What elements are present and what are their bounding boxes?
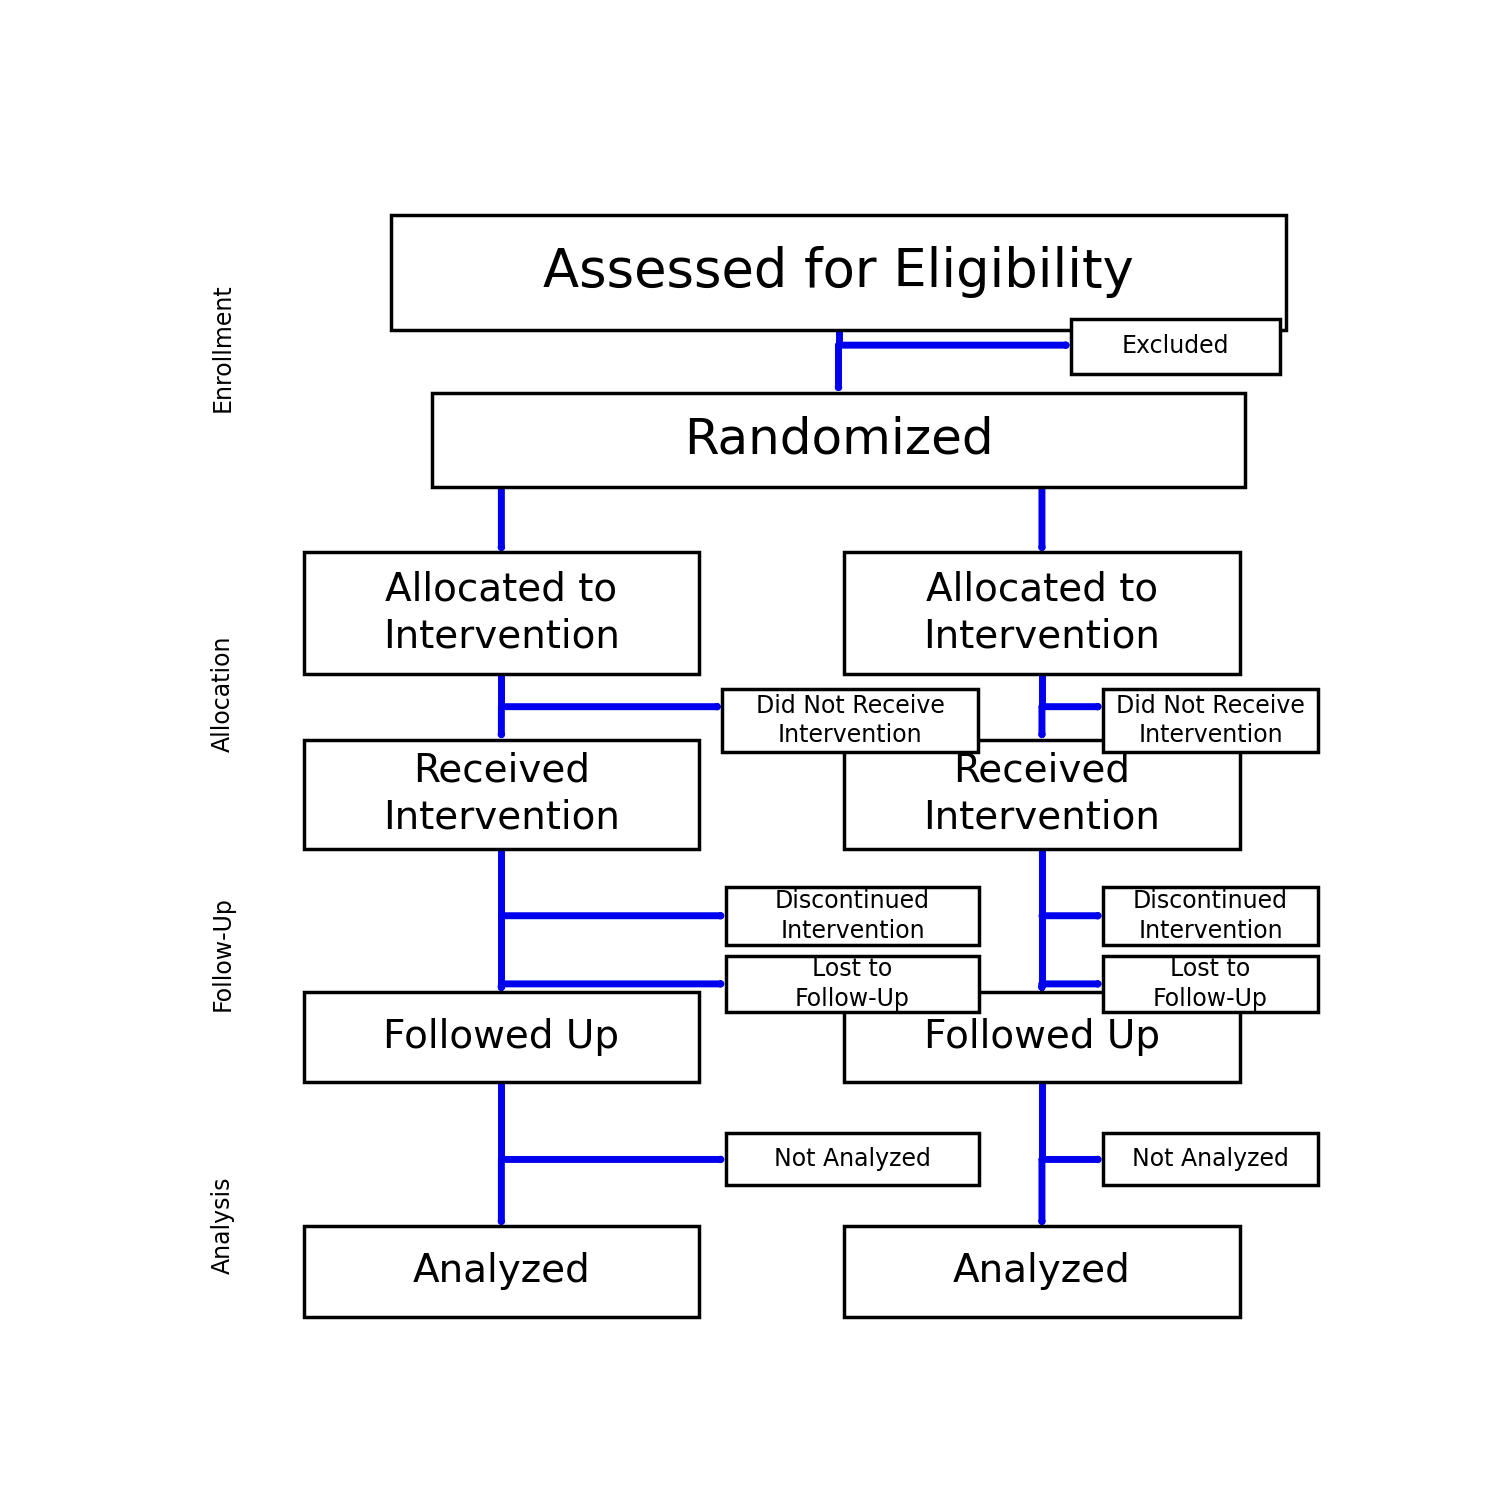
Bar [726, 1134, 980, 1185]
Bar [723, 688, 978, 753]
Bar [1071, 318, 1280, 374]
Text: Enrollment: Enrollment [210, 284, 234, 412]
Text: Follow-Up: Follow-Up [210, 897, 234, 1011]
Text: Assessed for Eligibility: Assessed for Eligibility [543, 246, 1134, 298]
Bar [1102, 886, 1318, 945]
Bar [303, 1227, 699, 1317]
Text: Randomized: Randomized [684, 416, 993, 464]
Bar [844, 552, 1239, 674]
Text: Not Analyzed: Not Analyzed [774, 1148, 932, 1172]
Text: Allocation: Allocation [210, 636, 234, 752]
Text: Allocated to
Intervention: Allocated to Intervention [924, 570, 1161, 656]
Bar [726, 886, 980, 945]
Text: Lost to
Follow-Up: Lost to Follow-Up [795, 957, 910, 1011]
Text: Received
Intervention: Received Intervention [924, 752, 1161, 837]
Text: Received
Intervention: Received Intervention [382, 752, 620, 837]
Text: Analyzed: Analyzed [413, 1252, 590, 1290]
Bar [1102, 1134, 1318, 1185]
Text: Excluded: Excluded [1122, 334, 1230, 358]
Text: Lost to
Follow-Up: Lost to Follow-Up [1154, 957, 1268, 1011]
Text: Not Analyzed: Not Analyzed [1132, 1148, 1288, 1172]
Bar [844, 1227, 1239, 1317]
Text: Did Not Receive
Intervention: Did Not Receive Intervention [1116, 693, 1305, 747]
Text: Followed Up: Followed Up [924, 1019, 1160, 1056]
Bar [303, 740, 699, 849]
Text: Discontinued
Intervention: Discontinued Intervention [776, 890, 930, 942]
Text: Discontinued
Intervention: Discontinued Intervention [1132, 890, 1288, 942]
Bar [303, 552, 699, 674]
Bar [392, 214, 1286, 330]
Bar [1102, 956, 1318, 1011]
Text: Analyzed: Analyzed [952, 1252, 1131, 1290]
Bar [844, 740, 1239, 849]
Bar [1102, 688, 1318, 753]
Text: Did Not Receive
Intervention: Did Not Receive Intervention [756, 693, 945, 747]
Bar [726, 956, 980, 1011]
Bar [844, 992, 1239, 1082]
Bar [432, 393, 1245, 488]
Text: Allocated to
Intervention: Allocated to Intervention [382, 570, 620, 656]
Text: Analysis: Analysis [210, 1176, 234, 1274]
Text: Followed Up: Followed Up [384, 1019, 620, 1056]
Bar [303, 992, 699, 1082]
